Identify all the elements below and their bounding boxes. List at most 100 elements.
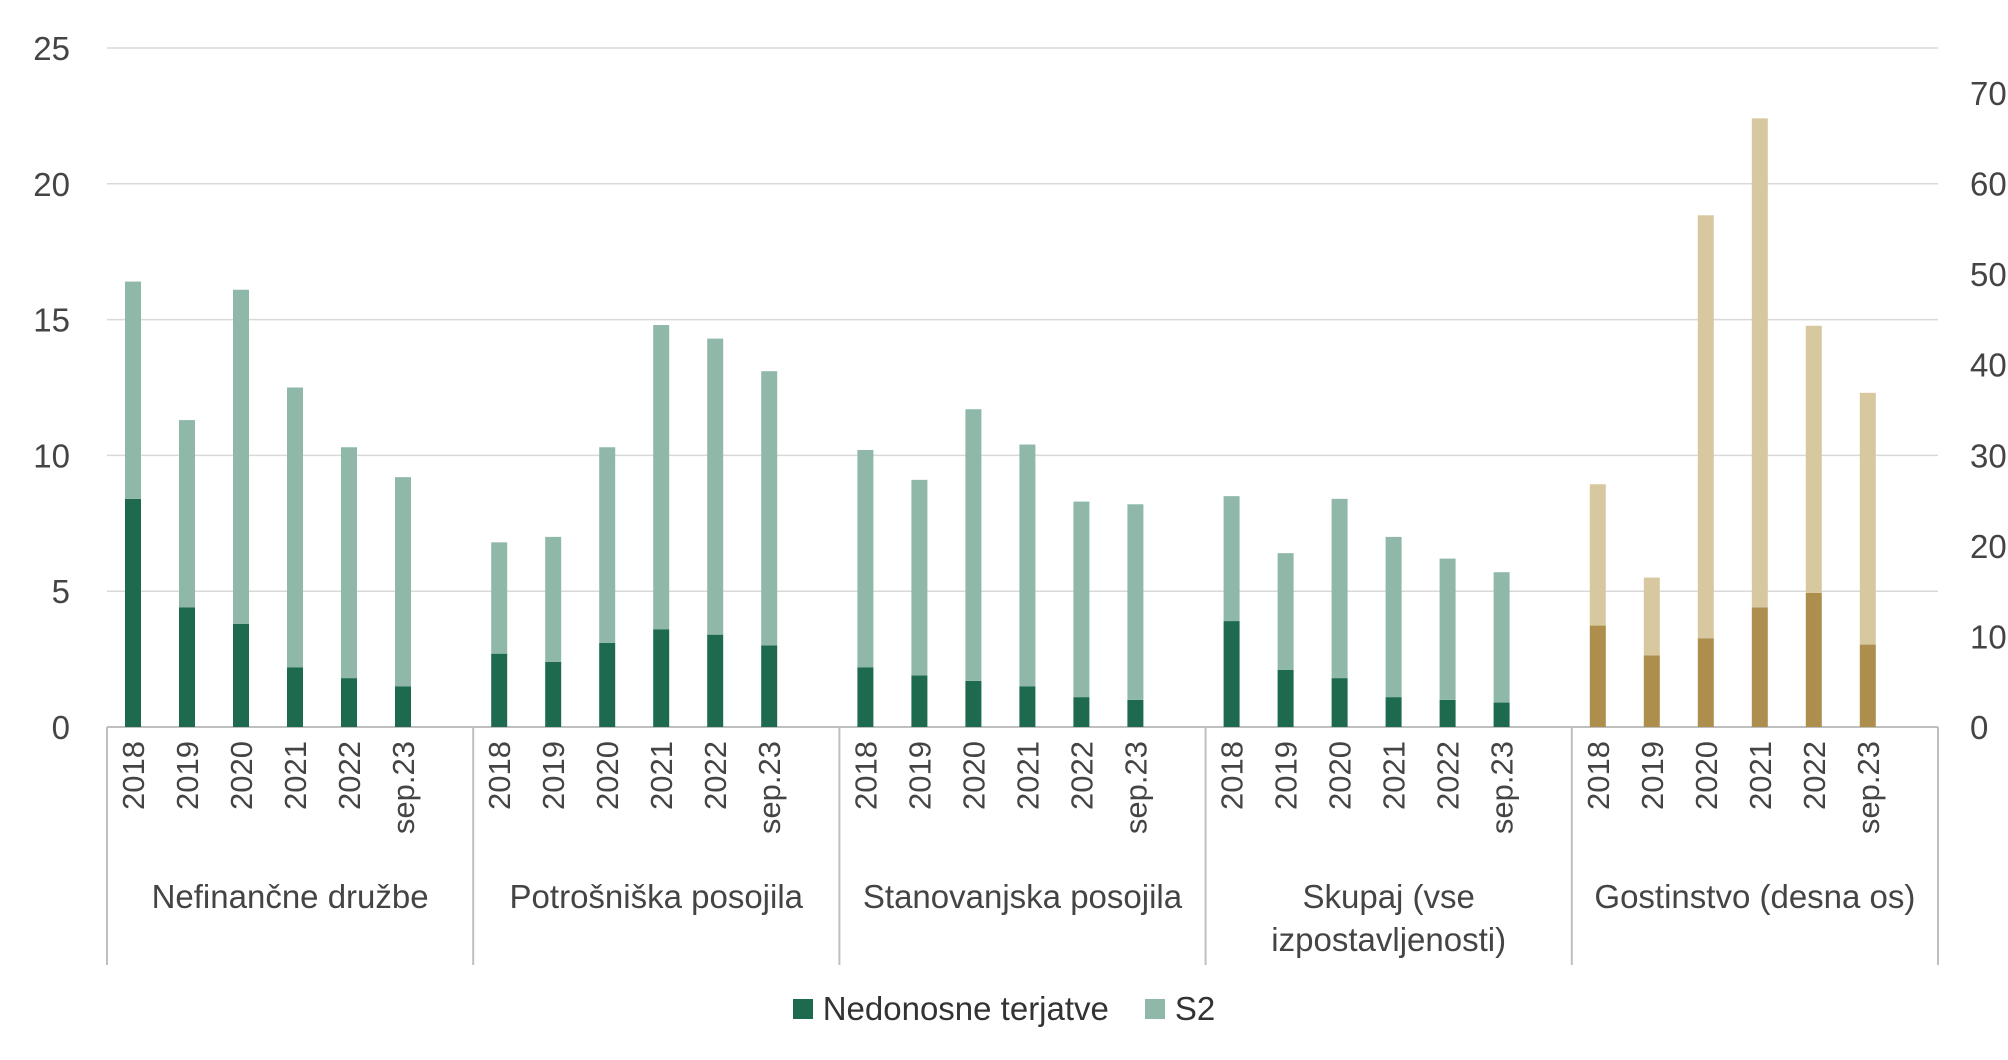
bar-npl [1806,593,1822,727]
bar-npl [545,662,561,727]
x-tick-label: 2018 [116,741,151,810]
y-left-tick-label: 25 [33,30,70,67]
bar-s2 [1860,393,1876,645]
legend-swatch [793,999,813,1019]
bar-npl [395,686,411,727]
x-tick-label: sep.23 [752,741,787,834]
bar-npl [1752,607,1768,727]
bar-s2 [1752,118,1768,607]
bar-npl [965,681,981,727]
bar-npl [1386,697,1402,727]
bar-npl [1278,670,1294,727]
bar-npl [125,499,141,727]
bar-npl [1440,700,1456,727]
x-tick-label: 2022 [698,741,733,810]
bar-s2 [707,339,723,635]
x-tick-label: 2018 [848,741,883,810]
y-left-tick-label: 15 [33,302,70,339]
y-right-tick-label: 40 [1970,347,2007,384]
legend-swatch [1145,999,1165,1019]
bar-s2 [1806,326,1822,593]
x-tick-label: 2022 [1797,741,1832,810]
bar-s2 [1127,504,1143,700]
bar-s2 [1278,553,1294,670]
x-tick-label: 2021 [644,741,679,810]
x-tick-label: sep.23 [1485,741,1520,834]
bar-npl [1644,655,1660,727]
y-right-tick-label: 20 [1970,528,2007,565]
bar-s2 [761,371,777,645]
x-tick-label: 2021 [1010,741,1045,810]
bar-npl [911,675,927,727]
bar-s2 [341,447,357,678]
bar-npl [1019,686,1035,727]
bar-npl [1127,700,1143,727]
bar-npl [761,646,777,727]
group-label: Skupaj (vse [1302,878,1474,915]
x-tick-label: 2018 [1215,741,1250,810]
x-tick-label: 2019 [170,741,205,810]
legend-item: S2 [1145,990,1215,1028]
bar-s2 [1644,578,1660,656]
bar-s2 [1332,499,1348,678]
bar-s2 [395,477,411,686]
legend: Nedonosne terjatve S2 [0,990,2008,1028]
x-tick-label: 2020 [224,741,259,810]
x-tick-label: 2022 [1431,741,1466,810]
x-tick-label: 2018 [1581,741,1616,810]
bar-s2 [1224,496,1240,621]
x-tick-label: 2020 [590,741,625,810]
bar-s2 [1440,559,1456,700]
group-label: Stanovanjska posojila [863,878,1183,915]
bar-s2 [965,409,981,681]
bar-npl [1860,645,1876,727]
bar-npl [707,635,723,727]
x-tick-label: 2021 [278,741,313,810]
bar-npl [653,629,669,727]
x-tick-label: sep.23 [1851,741,1886,834]
y-right-tick-label: 70 [1970,75,2007,112]
bar-s2 [179,420,195,607]
y-left-tick-label: 10 [33,437,70,474]
x-tick-label: 2019 [902,741,937,810]
x-tick-label: 2022 [332,741,367,810]
bar-npl [1073,697,1089,727]
y-right-tick-label: 60 [1970,166,2007,203]
bar-npl [1494,703,1510,727]
bar-s2 [125,282,141,499]
bar-npl [1224,621,1240,727]
bar-npl [233,624,249,727]
bar-s2 [653,325,669,629]
x-tick-label: 2020 [1689,741,1724,810]
bar-npl [287,667,303,727]
bar-s2 [233,290,249,624]
bar-s2 [1698,215,1714,638]
x-tick-label: 2022 [1064,741,1099,810]
y-left-tick-label: 0 [52,709,70,746]
bar-s2 [1386,537,1402,697]
bar-s2 [545,537,561,662]
x-tick-label: 2018 [482,741,517,810]
bar-s2 [1590,484,1606,625]
x-tick-label: 2020 [956,741,991,810]
bar-s2 [1494,572,1510,702]
y-right-tick-label: 10 [1970,618,2007,655]
bar-npl [857,667,873,727]
x-tick-label: 2020 [1323,741,1358,810]
group-label: Gostinstvo (desna os) [1594,878,1915,915]
legend-label: Nedonosne terjatve [823,990,1109,1028]
bar-npl [491,654,507,727]
x-tick-label: 2021 [1377,741,1412,810]
bar-s2 [287,388,303,668]
bar-npl [1590,626,1606,727]
x-tick-label: 2021 [1743,741,1778,810]
x-tick-label: 2019 [1269,741,1304,810]
bar-s2 [1019,445,1035,687]
x-tick-label: sep.23 [1118,741,1153,834]
bar-npl [1698,638,1714,727]
bar-s2 [599,447,615,643]
bar-s2 [911,480,927,676]
group-label: izpostavljenosti) [1271,921,1506,958]
